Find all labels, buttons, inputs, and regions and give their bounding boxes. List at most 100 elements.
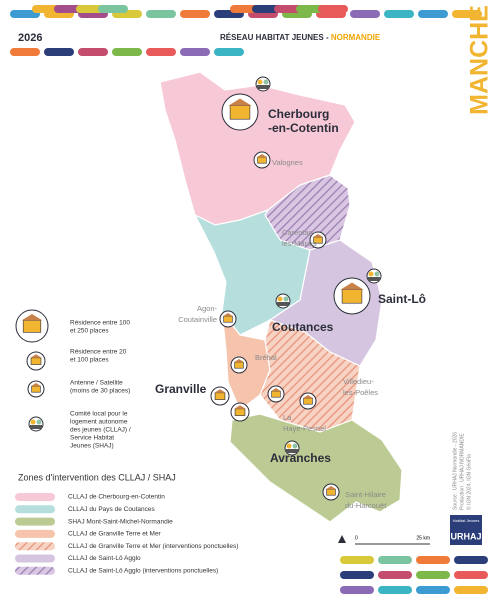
building — [303, 397, 313, 405]
place-label: les-Marais — [282, 239, 317, 248]
building — [31, 385, 41, 393]
place-label: les-Poêles — [343, 388, 378, 397]
scale-bar: 0 25 km — [338, 535, 430, 545]
place-label: Saint-Hilaire — [345, 490, 386, 499]
title: RÉSEAU HABITAT JEUNES - NORMANDIE — [220, 33, 381, 42]
pill — [340, 586, 374, 594]
pill — [180, 48, 210, 56]
pill — [454, 571, 488, 579]
scale-end: 25 km — [416, 535, 430, 541]
place-label: Valognes — [272, 158, 303, 167]
person — [30, 419, 36, 425]
place-label: Villedieu- — [343, 377, 374, 386]
person — [283, 296, 289, 302]
pill — [10, 10, 40, 18]
roof — [312, 234, 324, 238]
zone-swatch — [15, 566, 55, 575]
zone-swatch — [15, 505, 55, 514]
pill — [454, 586, 488, 594]
roof — [214, 389, 226, 393]
pill — [10, 48, 40, 56]
person — [368, 271, 374, 277]
person — [374, 271, 380, 277]
roof — [302, 395, 314, 399]
building — [30, 357, 42, 365]
place-label: Avranches — [270, 451, 331, 465]
building — [214, 392, 226, 400]
year: 2026 — [18, 32, 42, 44]
symbol-legend-text: logement autonome — [70, 419, 128, 426]
place-label: Granville — [155, 382, 207, 396]
person — [257, 79, 263, 85]
zone-legend-text: CLLAJ de Granville Terre et Mer — [68, 531, 162, 538]
region: NORMANDIE — [331, 33, 381, 42]
pill — [318, 5, 348, 13]
roof — [30, 383, 42, 387]
pill — [44, 48, 74, 56]
body — [30, 425, 42, 429]
symbol-legend-text: Résidence entre 20 — [70, 349, 127, 356]
pill — [416, 586, 450, 594]
title-text: RÉSEAU HABITAT JEUNES - — [220, 33, 331, 42]
roof — [21, 314, 43, 321]
person — [36, 419, 42, 425]
body — [286, 449, 298, 453]
place-label: La — [283, 413, 292, 422]
place-label: Saint-Lô — [378, 292, 426, 306]
scale-start: 0 — [355, 535, 358, 541]
zone-swatch — [15, 542, 55, 551]
pill — [418, 10, 448, 18]
symbol-legend-text: des jeunes (CLLAJ) / — [70, 427, 131, 434]
body — [277, 302, 289, 306]
place-label: Coutances — [272, 320, 334, 334]
zone-legend: CLLAJ de Cherbourg-en-Cotentin CLLAJ du P… — [15, 493, 238, 575]
zone-legend-text: CLLAJ de Saint-Lô Agglo (interventions p… — [68, 568, 218, 575]
symbol-legend-text: Jeunes (SHAJ) — [70, 443, 114, 450]
roof — [234, 405, 246, 409]
roof — [256, 154, 268, 158]
symbol-legend-text: Comité local pour le — [70, 411, 128, 418]
pill — [416, 556, 450, 564]
credits: Source : URHAJ Normandie - 2026 Productio… — [452, 432, 472, 510]
roof — [325, 486, 337, 490]
building — [22, 320, 42, 333]
symbol-legend-text: Résidence entre 100 — [70, 320, 130, 327]
pill — [146, 48, 176, 56]
building — [229, 105, 251, 120]
place-label: Bréhal — [255, 353, 277, 362]
person — [292, 443, 298, 449]
pill — [340, 556, 374, 564]
building — [257, 156, 267, 164]
building — [223, 315, 233, 323]
pill — [76, 5, 106, 13]
roof — [270, 388, 282, 392]
pill — [340, 571, 374, 579]
roof — [30, 354, 42, 358]
zone-legend-title: Zones d'intervention des CLLAJ / SHAJ — [18, 472, 176, 482]
zone-swatch — [15, 517, 55, 526]
pill — [416, 571, 450, 579]
zone-legend-text: CLLAJ de Saint-Lô Agglo — [68, 555, 141, 562]
roof — [340, 282, 364, 290]
zone-swatch — [15, 554, 55, 563]
icons — [15, 76, 382, 501]
pill — [230, 5, 260, 13]
person — [277, 296, 283, 302]
pill — [384, 10, 414, 18]
symbol-legend-text: Antenne / Satellite — [70, 380, 123, 387]
zone-swatch — [15, 493, 55, 501]
pill — [350, 10, 380, 18]
pill — [378, 586, 412, 594]
person — [263, 79, 269, 85]
zone-legend-text: CLLAJ du Pays de Coutances — [68, 506, 155, 513]
pill — [146, 10, 176, 18]
pill — [274, 5, 304, 13]
department: MANCHE — [466, 5, 494, 115]
decor — [10, 5, 488, 594]
logo-box — [450, 515, 482, 545]
pill — [54, 5, 84, 13]
pill — [454, 556, 488, 564]
building — [234, 361, 244, 369]
pill — [452, 10, 482, 18]
